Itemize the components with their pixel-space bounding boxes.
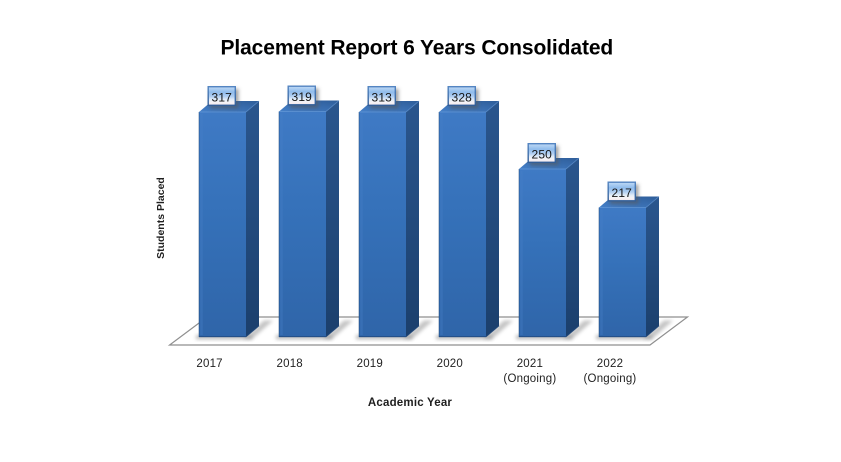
svg-text:(Ongoing): (Ongoing)	[584, 373, 637, 385]
svg-text:319: 319	[292, 90, 313, 104]
svg-text:313: 313	[372, 91, 393, 105]
svg-text:328: 328	[452, 91, 473, 105]
svg-text:Academic Year: Academic Year	[368, 397, 453, 409]
svg-text:2022: 2022	[597, 358, 623, 370]
svg-text:2017: 2017	[196, 358, 222, 370]
svg-text:317: 317	[212, 91, 233, 105]
svg-text:250: 250	[532, 148, 553, 162]
svg-text:2020: 2020	[437, 358, 463, 370]
svg-text:217: 217	[612, 186, 633, 200]
svg-text:(Ongoing): (Ongoing)	[503, 373, 556, 385]
svg-text:Placement Report 6 Years Conso: Placement Report 6 Years Consolidated	[220, 37, 613, 60]
svg-text:Students Placed: Students Placed	[155, 177, 167, 259]
svg-text:2021: 2021	[517, 358, 543, 370]
svg-text:2018: 2018	[277, 358, 303, 370]
svg-text:2019: 2019	[357, 358, 383, 370]
